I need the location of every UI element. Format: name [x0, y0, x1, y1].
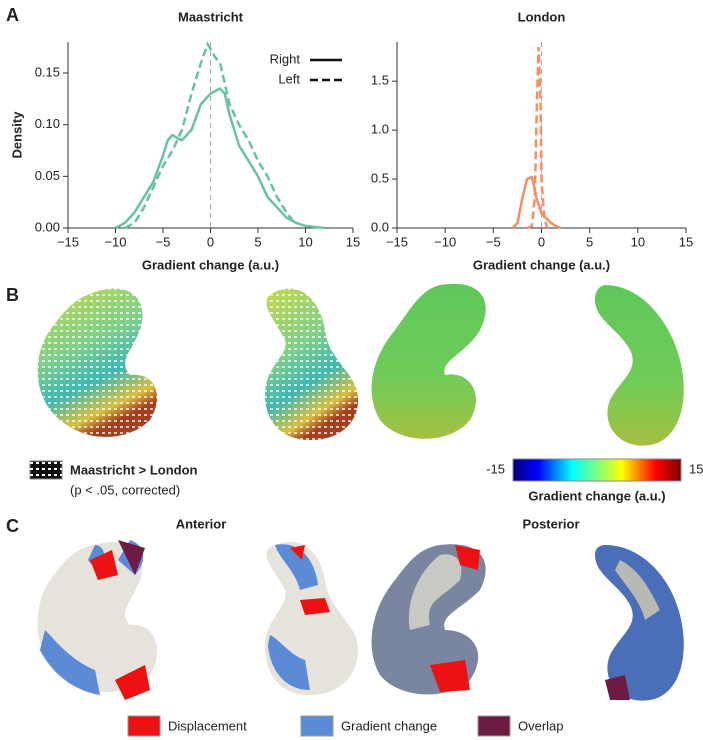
x-tick-label: 5: [586, 234, 593, 249]
panel-label: C: [6, 516, 19, 536]
colorbar-tick-label: -15: [486, 461, 505, 476]
density-line: [124, 41, 297, 230]
x-tick-label: 10: [298, 234, 312, 249]
y-tick-label: 0.10: [35, 116, 60, 131]
chart-title: London: [518, 9, 566, 24]
y-tick-label: 1.0: [371, 122, 389, 137]
legend-label: Overlap: [518, 718, 564, 733]
x-tick-label: 5: [254, 234, 261, 249]
y-axis-label: Density: [9, 111, 24, 159]
legend-swatch: [127, 715, 161, 737]
x-tick-label: −10: [434, 234, 456, 249]
x-tick-label: 10: [631, 234, 645, 249]
pattern-swatch-dots: [30, 461, 62, 479]
legend-swatch: [300, 715, 334, 737]
y-tick-label: 0.05: [35, 168, 60, 183]
x-tick-label: 15: [346, 234, 360, 249]
x-tick-label: 0: [207, 234, 214, 249]
view-label: Posterior: [522, 516, 579, 531]
colorbar-label: Gradient change (a.u.): [528, 488, 665, 503]
x-axis-label: Gradient change (a.u.): [142, 257, 279, 272]
x-tick-label: −5: [486, 234, 501, 249]
x-tick-label: 0: [538, 234, 545, 249]
chart-title: Maastricht: [178, 9, 244, 24]
y-tick-label: 0.15: [35, 64, 60, 79]
legend-label: Right: [270, 51, 301, 66]
density-line: [114, 86, 325, 230]
y-tick-label: 0.0: [371, 219, 389, 234]
x-tick-label: 15: [679, 234, 693, 249]
density-line: [511, 175, 562, 230]
y-tick-label: 0.00: [35, 219, 60, 234]
legend-label: Displacement: [168, 718, 247, 733]
x-tick-label: −15: [57, 234, 79, 249]
density-line: [526, 46, 549, 230]
x-axis-label: Gradient change (a.u.): [473, 257, 610, 272]
panel-c-surfaces: [37, 540, 684, 701]
colorbar: [512, 458, 682, 482]
pattern-note: (p < .05, corrected): [70, 482, 180, 497]
x-tick-label: −15: [386, 234, 408, 249]
legend-label: Gradient change: [341, 718, 437, 733]
pattern-legend: Maastricht > London: [70, 462, 198, 477]
legend-label: Left: [278, 71, 300, 86]
panel-b-surfaces: [37, 283, 684, 446]
x-tick-label: −5: [156, 234, 171, 249]
panel-label: B: [6, 285, 19, 305]
y-tick-label: 0.5: [371, 170, 389, 185]
panel-label: A: [6, 5, 19, 25]
view-label: Anterior: [176, 516, 227, 531]
colorbar-tick-label: 15: [689, 461, 703, 476]
legend-swatch: [477, 715, 511, 737]
x-tick-label: −10: [104, 234, 126, 249]
y-tick-label: 1.5: [371, 73, 389, 88]
